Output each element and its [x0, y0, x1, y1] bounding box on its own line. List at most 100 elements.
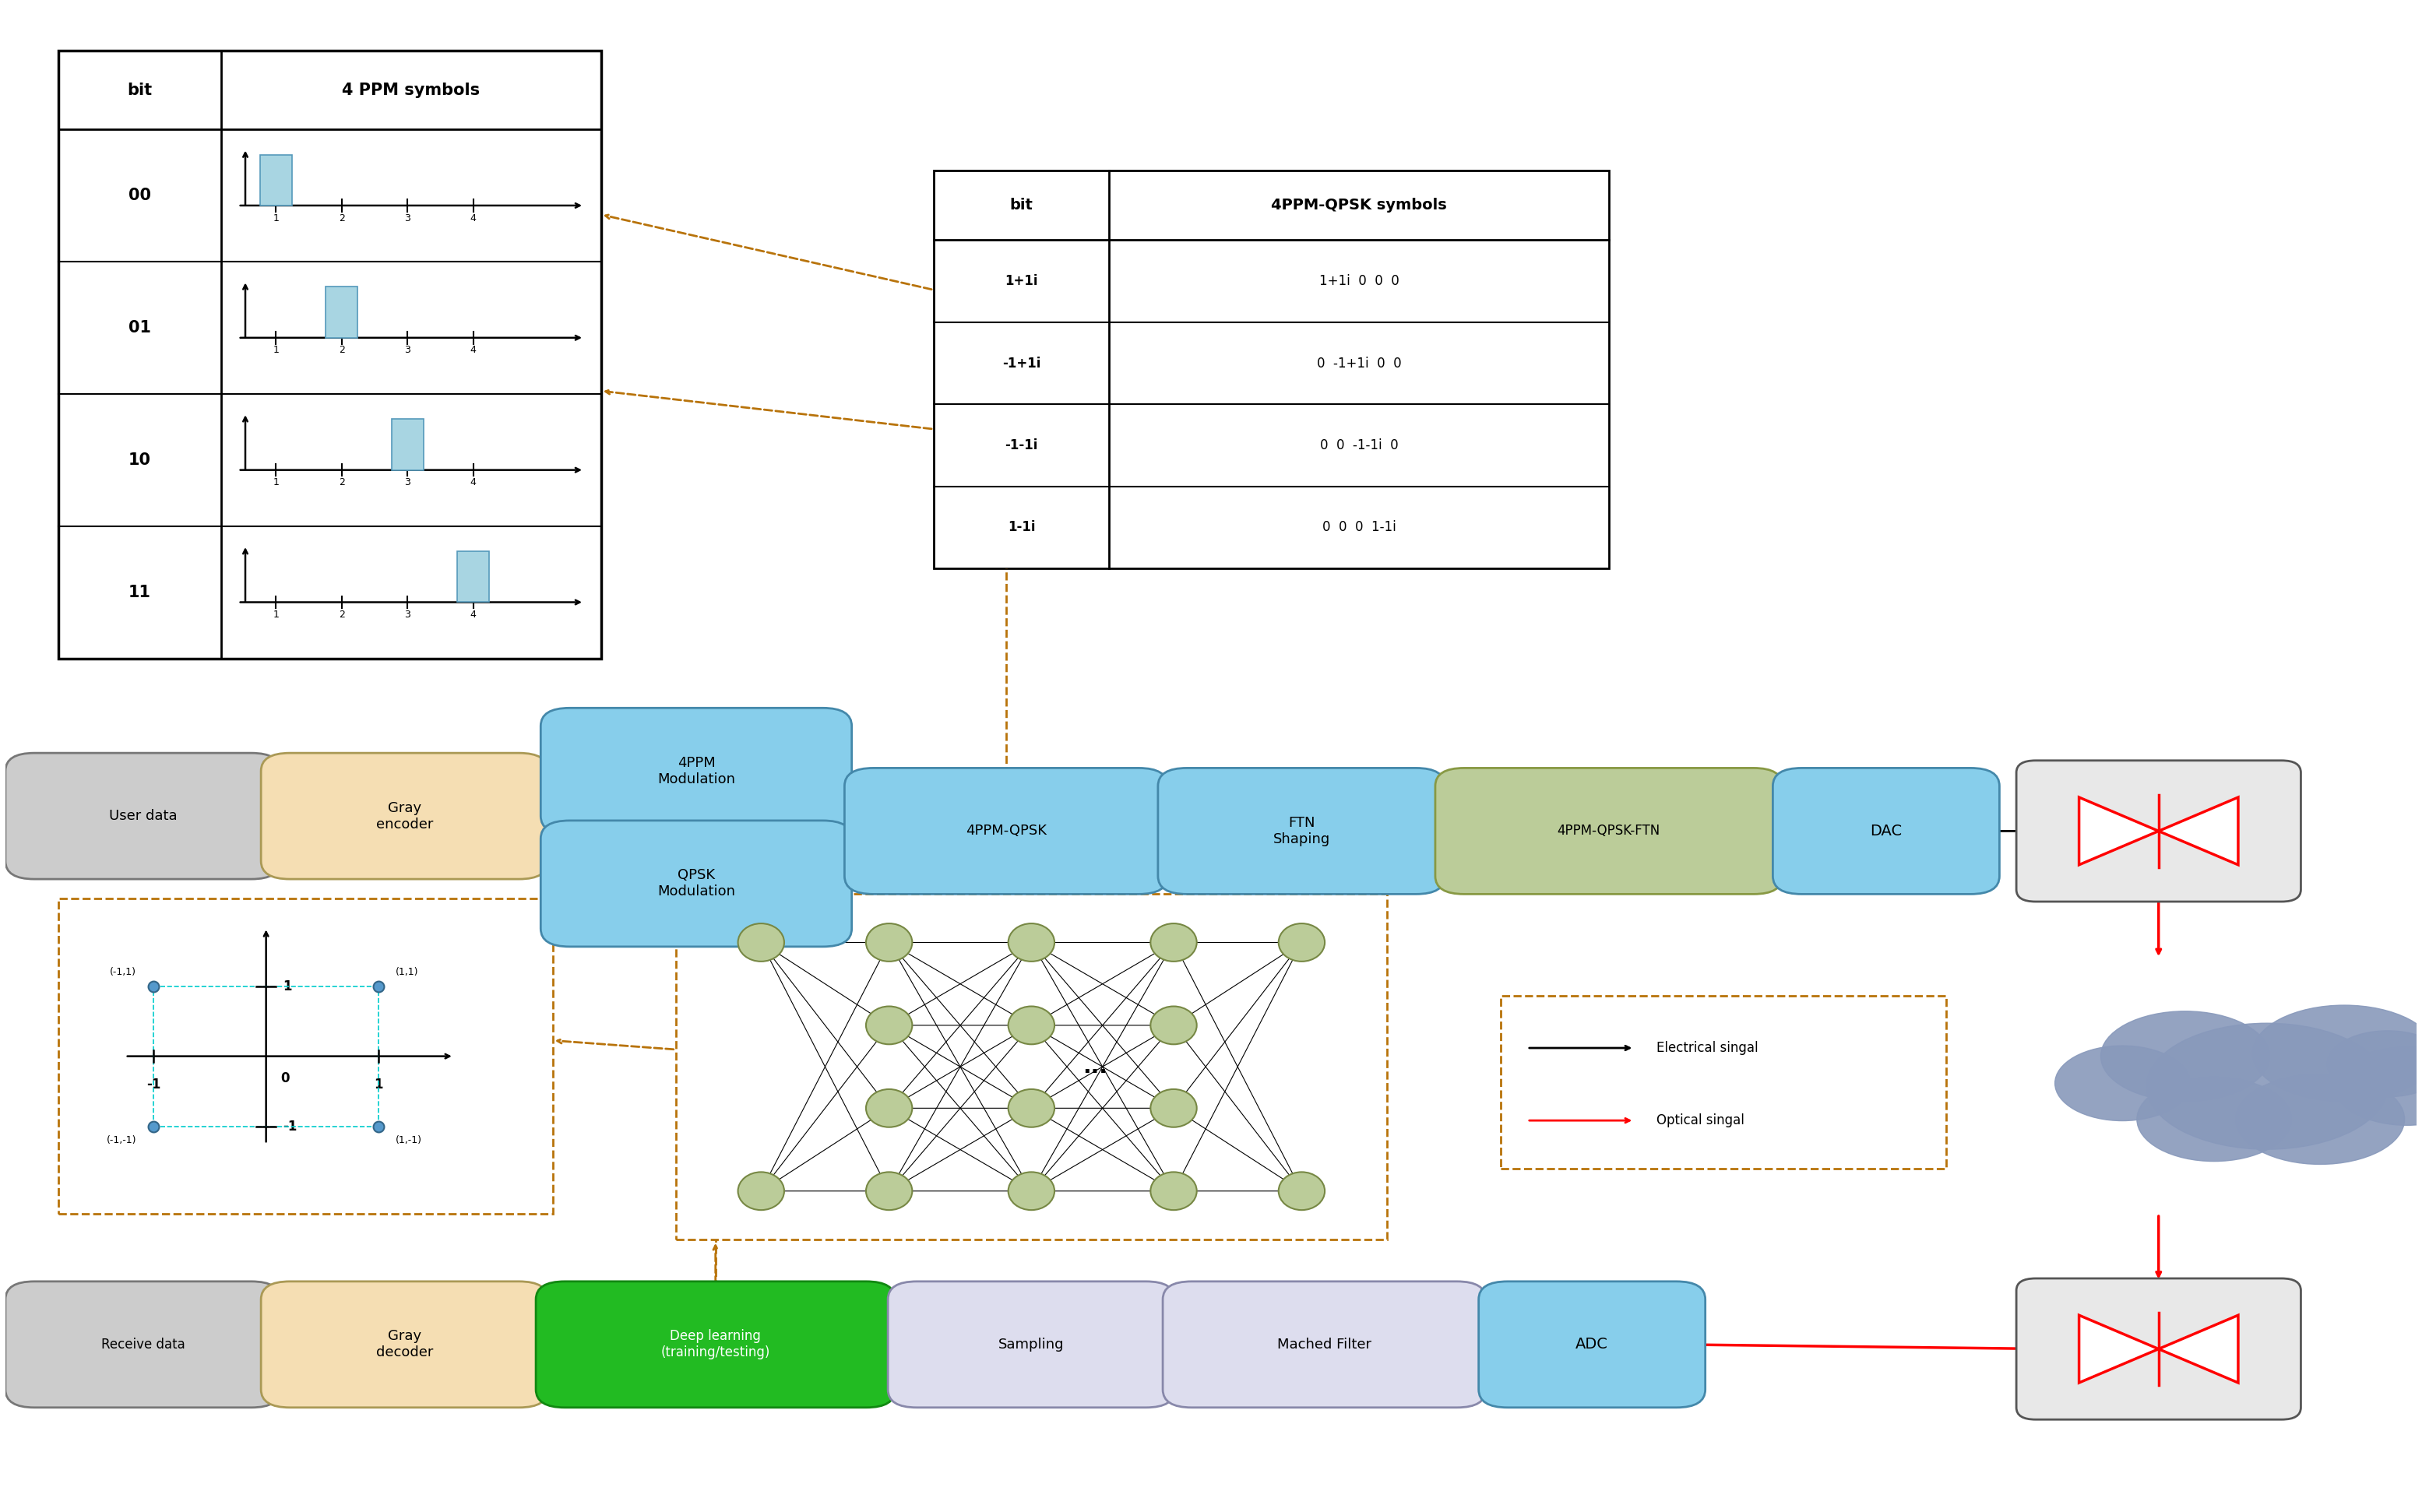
Text: 4: 4	[470, 609, 477, 620]
Ellipse shape	[1008, 1007, 1054, 1045]
Text: 2: 2	[339, 345, 344, 355]
FancyBboxPatch shape	[1163, 1281, 1485, 1408]
Polygon shape	[2158, 797, 2238, 865]
Bar	[58, 50, 601, 658]
Bar	[935, 171, 1608, 569]
Text: ...: ...	[1083, 1055, 1107, 1078]
Text: 1-1i: 1-1i	[1008, 520, 1034, 534]
Text: bit: bit	[128, 82, 153, 98]
FancyBboxPatch shape	[5, 753, 281, 878]
Text: Optical singal: Optical singal	[1657, 1113, 1744, 1128]
Bar	[58, 898, 552, 1214]
FancyBboxPatch shape	[535, 1281, 896, 1408]
Text: 2: 2	[339, 609, 344, 620]
Bar	[676, 894, 1388, 1240]
Bar	[1499, 996, 1947, 1169]
Text: DAC: DAC	[1870, 824, 1901, 839]
Text: Mached Filter: Mached Filter	[1276, 1338, 1371, 1352]
Bar	[458, 552, 489, 602]
Ellipse shape	[2335, 1048, 2422, 1125]
Text: Gray
encoder: Gray encoder	[375, 801, 434, 832]
Text: 0  0  -1-1i  0: 0 0 -1-1i 0	[1320, 438, 1397, 452]
Ellipse shape	[867, 1007, 913, 1045]
Text: 1+1i  0  0  0: 1+1i 0 0 0	[1320, 274, 1400, 289]
Polygon shape	[2078, 797, 2158, 865]
Ellipse shape	[739, 1172, 785, 1210]
Text: QPSK
Modulation: QPSK Modulation	[656, 868, 736, 898]
FancyBboxPatch shape	[262, 1281, 547, 1408]
Ellipse shape	[867, 1089, 913, 1126]
Text: (1,1): (1,1)	[395, 968, 419, 977]
FancyBboxPatch shape	[1480, 1281, 1705, 1408]
Text: 3: 3	[404, 345, 412, 355]
Polygon shape	[2078, 1315, 2158, 1383]
Text: Receive data: Receive data	[102, 1338, 184, 1352]
FancyBboxPatch shape	[1436, 768, 1783, 894]
FancyBboxPatch shape	[1158, 768, 1446, 894]
Text: 1: 1	[375, 1077, 383, 1092]
Text: 4PPM
Modulation: 4PPM Modulation	[656, 756, 736, 786]
Bar	[259, 154, 293, 206]
Text: 4 PPM symbols: 4 PPM symbols	[342, 82, 480, 98]
Ellipse shape	[1279, 924, 1325, 962]
Ellipse shape	[1150, 1172, 1196, 1210]
Text: 1+1i: 1+1i	[1005, 274, 1039, 289]
Ellipse shape	[1008, 924, 1054, 962]
Text: Deep learning
(training/testing): Deep learning (training/testing)	[661, 1329, 770, 1359]
FancyBboxPatch shape	[2018, 761, 2301, 901]
Ellipse shape	[1150, 924, 1196, 962]
Text: (1,-1): (1,-1)	[395, 1136, 421, 1146]
Ellipse shape	[2236, 1074, 2405, 1164]
Ellipse shape	[2328, 1031, 2422, 1096]
Text: 0  -1+1i  0  0: 0 -1+1i 0 0	[1318, 357, 1402, 370]
Text: -1: -1	[145, 1077, 160, 1092]
Ellipse shape	[2252, 1005, 2422, 1101]
Text: 1: 1	[274, 478, 279, 487]
Text: 0: 0	[281, 1070, 291, 1086]
Ellipse shape	[2054, 1046, 2189, 1120]
Text: 4: 4	[470, 478, 477, 487]
Text: 2: 2	[339, 213, 344, 224]
Text: 1: 1	[283, 980, 293, 993]
Text: 4PPM-QPSK symbols: 4PPM-QPSK symbols	[1272, 198, 1446, 213]
Text: 11: 11	[128, 585, 150, 600]
Text: ADC: ADC	[1577, 1337, 1608, 1352]
Text: 1: 1	[274, 609, 279, 620]
FancyBboxPatch shape	[1773, 768, 2001, 894]
Text: 1: 1	[274, 213, 279, 224]
Bar	[392, 419, 424, 470]
Text: -1: -1	[283, 1119, 298, 1134]
Text: bit: bit	[1010, 198, 1034, 213]
Text: 0  0  0  1-1i: 0 0 0 1-1i	[1322, 520, 1395, 534]
FancyBboxPatch shape	[540, 708, 853, 835]
Text: -1+1i: -1+1i	[1003, 357, 1041, 370]
Ellipse shape	[1279, 1172, 1325, 1210]
Ellipse shape	[1008, 1172, 1054, 1210]
Text: Sampling: Sampling	[998, 1338, 1063, 1352]
Ellipse shape	[867, 1172, 913, 1210]
Polygon shape	[2158, 1315, 2238, 1383]
FancyBboxPatch shape	[845, 768, 1167, 894]
Text: 1: 1	[274, 345, 279, 355]
Text: 01: 01	[128, 321, 150, 336]
Text: 3: 3	[404, 213, 412, 224]
Text: (-1,1): (-1,1)	[109, 968, 136, 977]
FancyBboxPatch shape	[540, 821, 853, 947]
FancyBboxPatch shape	[262, 753, 547, 878]
Text: Gray
decoder: Gray decoder	[375, 1329, 434, 1359]
Text: 00: 00	[128, 187, 150, 204]
Ellipse shape	[739, 924, 785, 962]
FancyBboxPatch shape	[889, 1281, 1175, 1408]
Ellipse shape	[2136, 1077, 2291, 1161]
Ellipse shape	[2100, 1012, 2269, 1101]
Text: 3: 3	[404, 478, 412, 487]
Text: 4PPM-QPSK: 4PPM-QPSK	[966, 824, 1046, 838]
Bar	[325, 287, 358, 337]
Ellipse shape	[867, 924, 913, 962]
Text: 10: 10	[128, 452, 150, 467]
FancyBboxPatch shape	[5, 1281, 281, 1408]
Text: 3: 3	[404, 609, 412, 620]
Text: User data: User data	[109, 809, 177, 823]
Text: (-1,-1): (-1,-1)	[107, 1136, 136, 1146]
Text: 4: 4	[470, 213, 477, 224]
